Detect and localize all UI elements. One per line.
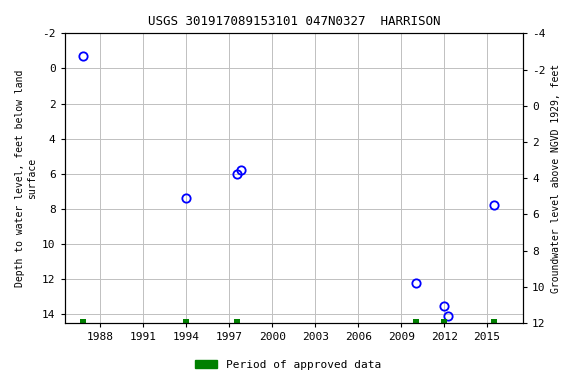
Y-axis label: Depth to water level, feet below land
surface: Depth to water level, feet below land su…: [15, 70, 37, 287]
Title: USGS 301917089153101 047N0327  HARRISON: USGS 301917089153101 047N0327 HARRISON: [147, 15, 440, 28]
Y-axis label: Groundwater level above NGVD 1929, feet: Groundwater level above NGVD 1929, feet: [551, 64, 561, 293]
Legend: Period of approved data: Period of approved data: [191, 356, 385, 375]
